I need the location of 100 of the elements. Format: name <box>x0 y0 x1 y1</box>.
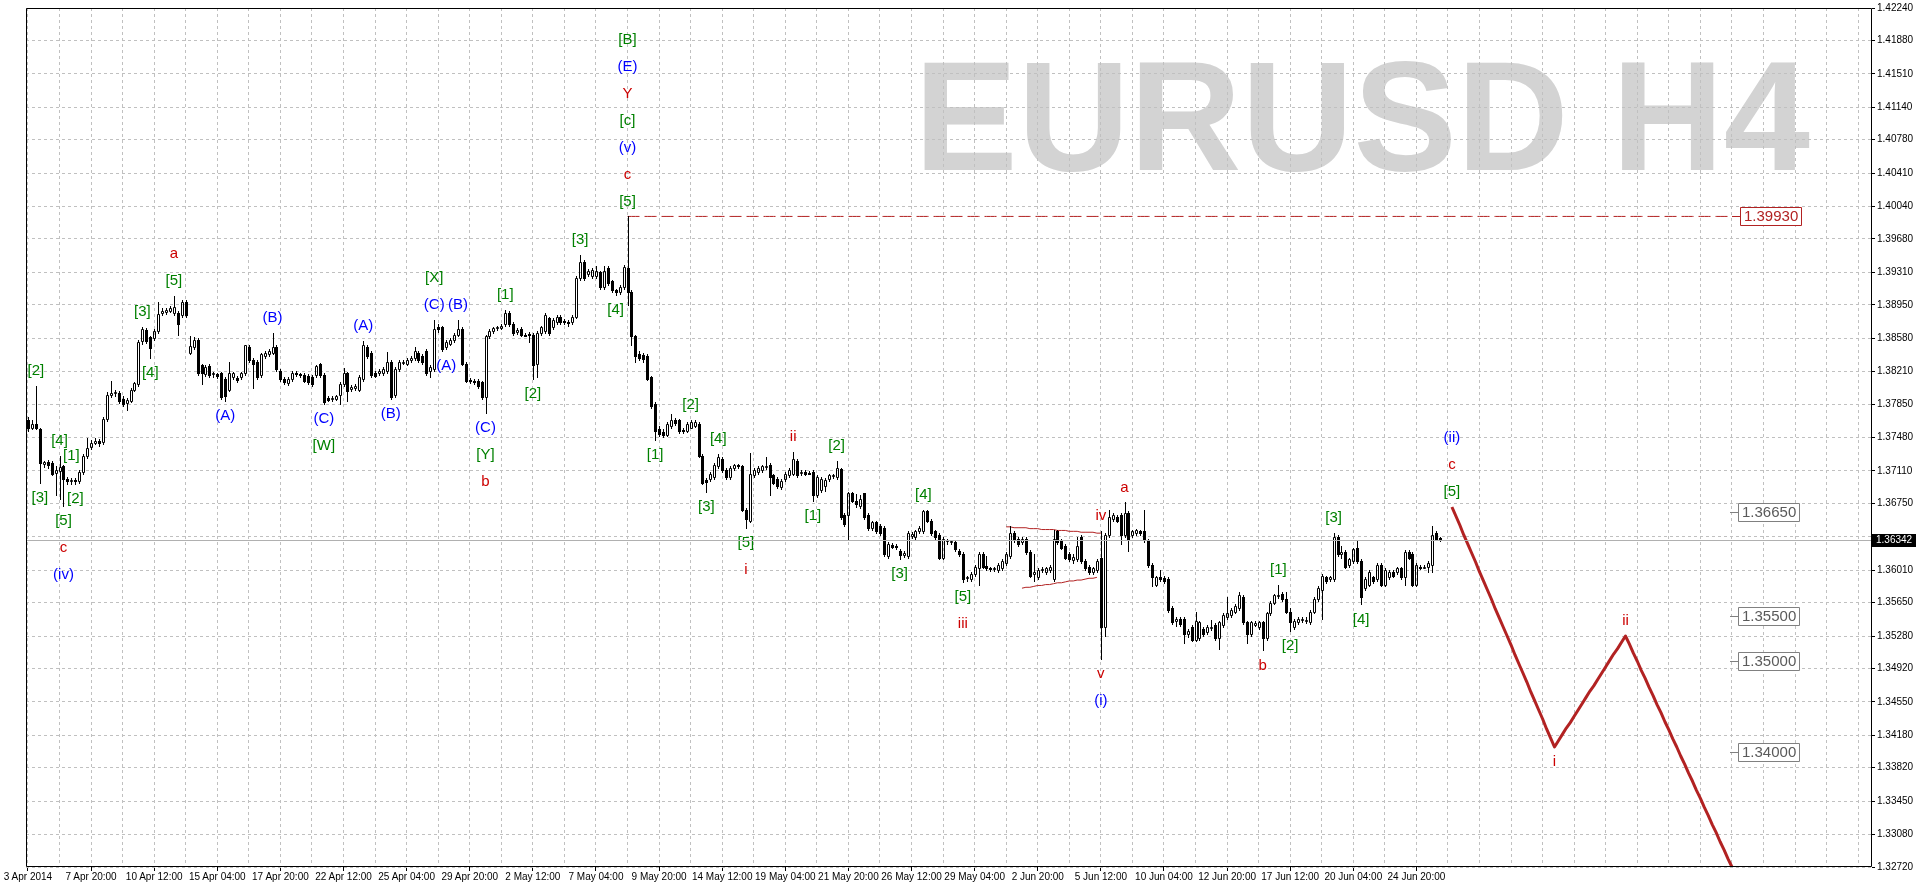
candlestick <box>824 480 827 492</box>
annotation: [2] <box>682 395 699 413</box>
annotation: (iv) <box>53 565 74 583</box>
candlestick <box>780 481 783 488</box>
candlestick <box>1033 554 1036 582</box>
candlestick <box>1333 533 1336 580</box>
annotation: [Y] <box>476 445 495 463</box>
annotation: (v) <box>618 137 637 155</box>
x-tick-label: 29 Apr 20:00 <box>441 870 499 882</box>
y-tick-label: 1.32720 <box>1877 860 1914 872</box>
annotation: (A) <box>436 356 457 374</box>
annotation: [2] <box>828 436 845 454</box>
x-tick-label: 15 Apr 04:00 <box>188 870 247 882</box>
annotation: [2] <box>524 383 542 401</box>
annotation: (ii) <box>1443 428 1461 446</box>
candlestick <box>260 354 263 376</box>
annotation: 1.36650 <box>1742 503 1797 521</box>
y-tick-label: 1.40040 <box>1877 200 1914 212</box>
annotation: ii <box>789 427 797 445</box>
annotation: i <box>744 559 748 577</box>
x-tick-label: 10 Apr 12:00 <box>125 870 183 882</box>
annotation: [1] <box>646 445 664 463</box>
y-tick-label: 1.38210 <box>1877 365 1914 377</box>
annotation: b <box>481 472 490 490</box>
candlestick <box>169 308 172 312</box>
candlestick <box>1124 502 1127 536</box>
candlestick <box>757 468 760 473</box>
annotation: [3] <box>571 230 589 248</box>
candlestick <box>792 452 795 475</box>
annotation: [X] <box>425 268 444 286</box>
annotation: [2] <box>67 488 84 506</box>
annotation: [4] <box>1352 609 1370 627</box>
candlestick <box>1250 622 1253 635</box>
annotation: a <box>169 243 179 261</box>
annotation: [4] <box>709 428 727 446</box>
candlestick <box>828 475 831 480</box>
x-tick-label: 7 Apr 20:00 <box>65 870 118 882</box>
candlestick <box>1135 530 1138 534</box>
x-tick-label: 22 Apr 12:00 <box>315 870 373 882</box>
annotation: ii <box>1622 611 1629 629</box>
candlestick <box>591 270 594 277</box>
y-tick-label: 1.34550 <box>1877 695 1914 707</box>
candlestick <box>244 345 247 374</box>
candlestick <box>315 366 318 376</box>
candlestick <box>1195 612 1198 641</box>
x-tick-label: 29 May 04:00 <box>944 870 1006 882</box>
annotation: [3] <box>31 487 49 505</box>
x-tick-label: 14 May 12:00 <box>691 870 753 882</box>
x-tick-label: 26 May 12:00 <box>881 870 943 882</box>
y-tick-label: 1.40410 <box>1877 166 1914 178</box>
candlestick <box>433 320 436 370</box>
candlestick <box>914 531 917 538</box>
annotation: (A) <box>353 316 374 334</box>
annotation: [3] <box>1325 508 1342 526</box>
y-tick-label: 1.36010 <box>1877 563 1914 575</box>
annotation: [1] <box>804 505 822 523</box>
annotation: [3] <box>698 496 715 514</box>
annotation: (A) <box>215 405 236 423</box>
candlestick <box>729 468 732 478</box>
y-tick-label: 1.38580 <box>1877 332 1914 343</box>
annotation: (i) <box>1094 690 1108 708</box>
x-tick-label: 17 Jun 12:00 <box>1261 870 1320 882</box>
candlestick <box>761 466 764 471</box>
x-tick-label: 3 Apr 2014 <box>3 870 53 882</box>
candlestick <box>686 424 689 432</box>
annotation: [5] <box>55 511 72 529</box>
candlestick <box>414 347 417 359</box>
annotation: (E) <box>617 56 638 74</box>
y-tick-label: 1.34920 <box>1877 662 1914 674</box>
x-tick-label: 10 Jun 04:00 <box>1135 870 1194 882</box>
annotation: [5] <box>954 587 972 605</box>
candlestick <box>500 326 503 329</box>
annotation: 1.35500 <box>1742 607 1797 625</box>
candlestick <box>141 329 144 345</box>
candlestick <box>1431 526 1434 573</box>
annotation: [5] <box>619 191 636 209</box>
candlestick <box>161 308 164 314</box>
candlestick <box>31 420 34 429</box>
y-tick-label: 1.41140 <box>1877 101 1913 112</box>
x-tick-label: 20 Jun 04:00 <box>1324 870 1383 882</box>
x-tick-label: 2 Jun 20:00 <box>1011 870 1065 882</box>
x-tick-label: 9 May 20:00 <box>631 870 688 882</box>
candlestick <box>291 373 294 380</box>
y-tick-label: 1.35280 <box>1877 629 1914 641</box>
candlestick <box>690 422 693 429</box>
candlestick <box>978 554 981 586</box>
candlestick <box>268 351 271 355</box>
y-tick-label: 1.36750 <box>1877 497 1914 509</box>
y-tick-label: 1.37110 <box>1877 464 1913 476</box>
y-tick-label: 1.33080 <box>1877 828 1914 840</box>
annotation: c <box>59 538 68 556</box>
annotation: [1] <box>496 285 514 303</box>
annotation: iii <box>957 614 968 632</box>
x-tick-label: 2 May 12:00 <box>505 870 561 882</box>
candlestick <box>1198 622 1201 639</box>
candlestick <box>997 565 1000 571</box>
annotation: [2] <box>27 361 45 379</box>
annotation: 1.35000 <box>1742 652 1797 670</box>
y-tick-label: 1.39310 <box>1877 266 1914 278</box>
annotation: [4] <box>51 430 68 448</box>
